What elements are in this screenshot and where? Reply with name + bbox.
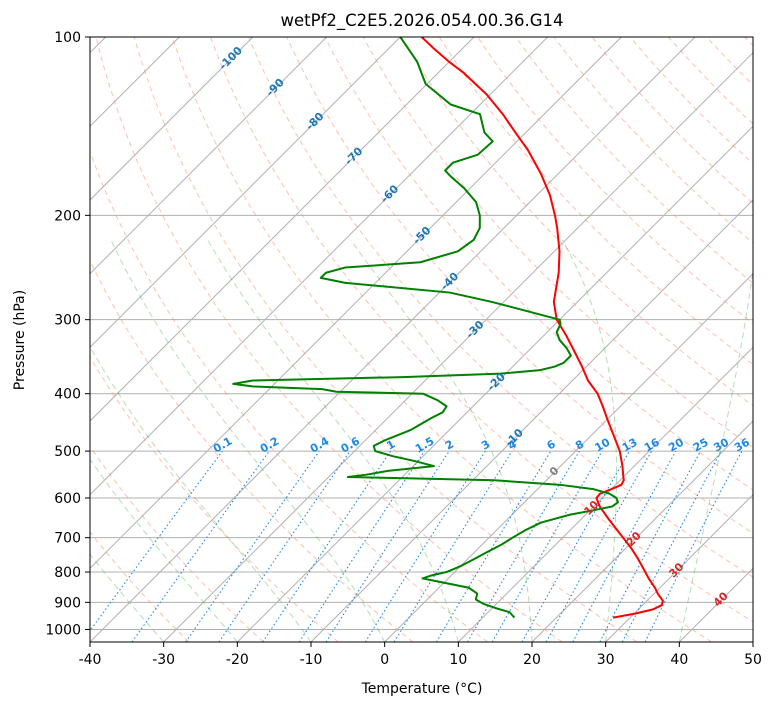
mixing-ratio-line — [393, 450, 513, 642]
y-tick-label: 1000 — [45, 622, 81, 638]
y-axis-title: Pressure (hPa) — [12, 290, 28, 390]
dewpoint-profile-line — [232, 37, 619, 619]
mixing-ratio-line — [467, 450, 580, 642]
dry-adiabat-line — [362, 37, 753, 449]
y-tick-label: 700 — [54, 531, 81, 547]
x-tick-label: 40 — [670, 652, 688, 668]
x-tick-label: -40 — [79, 652, 102, 668]
dry-adiabat-line — [286, 37, 753, 534]
dry-adiabat-line — [400, 37, 753, 407]
x-tick-label: -30 — [152, 652, 175, 668]
y-tick-label: 400 — [54, 387, 81, 403]
x-tick-label: 30 — [597, 652, 615, 668]
x-tick-label: -10 — [300, 652, 323, 668]
mixing-ratio-line — [325, 450, 450, 642]
mixing-ratio-line — [364, 450, 486, 642]
moist-adiabat-line — [678, 265, 753, 642]
moist-adiabat-line — [90, 345, 312, 642]
mixing-ratio-line — [572, 450, 677, 642]
dry-adiabat-line — [210, 37, 753, 623]
moist-adiabat-line — [110, 239, 386, 642]
isotherm-gridline — [384, 272, 753, 642]
mixing-ratio-line — [218, 450, 351, 642]
isotherm-gridline — [90, 37, 696, 642]
isotherm-gridline — [90, 37, 549, 496]
mixing-ratio-line — [521, 450, 630, 642]
dry-adiabat-line — [133, 37, 638, 642]
x-tick-label: 10 — [449, 652, 467, 668]
adiabats-layer — [90, 37, 753, 642]
y-tick-label: 600 — [54, 491, 81, 507]
mixing-ratio-line — [131, 450, 270, 642]
mixing-ratio-line — [545, 450, 653, 642]
axes-layer: -40 -30 -20 -10 0 10 20 30 40 50 100 200 300 400 500 60… — [45, 30, 762, 668]
y-tick-label: 100 — [54, 30, 81, 46]
isotherm-gridline — [90, 37, 475, 422]
isotherm-gridline — [531, 420, 753, 642]
y-tick-label: 800 — [54, 565, 81, 581]
plot-area-background — [90, 37, 753, 642]
dry-adiabat-line — [248, 37, 753, 578]
moist-adiabat-line — [207, 239, 459, 642]
y-tick-label: 900 — [54, 595, 81, 611]
isotherm-gridline — [90, 37, 622, 570]
mixing-ratio-line — [90, 450, 223, 632]
x-tick-label: 20 — [523, 652, 541, 668]
grid-layer — [90, 37, 753, 642]
x-tick-label: 0 — [380, 652, 389, 668]
dry-adiabat-line — [90, 259, 414, 642]
plot-frame — [89, 36, 754, 643]
mixing-ratio-line — [185, 450, 320, 642]
isotherm-gridline — [163, 51, 753, 642]
isotherm-gridline — [90, 37, 254, 201]
x-axis-title: Temperature (°C) — [361, 681, 483, 697]
y-tick-label: 300 — [54, 313, 81, 329]
isotherm-gridline — [236, 125, 753, 642]
dry-adiabat-line — [90, 531, 190, 642]
profiles-layer — [232, 37, 664, 619]
x-tick-label: -20 — [226, 652, 249, 668]
isotherm-gridline — [605, 493, 753, 642]
temperature-profile-line — [421, 37, 664, 619]
moist-adiabat-line — [350, 239, 533, 642]
y-tick-label: 200 — [54, 208, 81, 224]
mixing-ratio-line — [491, 450, 603, 642]
isotherm-gridline — [90, 37, 328, 275]
y-tick-label: 500 — [54, 444, 81, 460]
isotherm-gridline — [457, 346, 753, 642]
dry-adiabat-line — [439, 37, 753, 366]
isotherm-gridline — [90, 37, 401, 349]
dry-adiabat-line — [95, 37, 563, 642]
dry-adiabat-line — [90, 356, 339, 642]
chart-title: wetPf2_C2E5.2026.054.00.36.G14 — [280, 11, 563, 31]
x-tick-label: 50 — [744, 652, 762, 668]
